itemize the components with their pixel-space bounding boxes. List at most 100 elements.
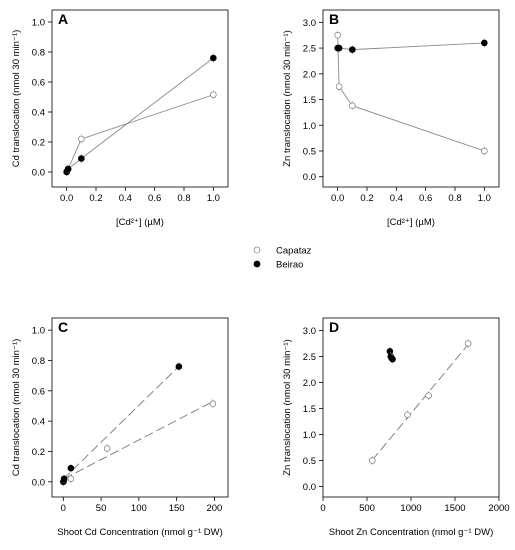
y-tick-label: 0.2 <box>32 138 45 149</box>
panel-label: B <box>329 11 339 27</box>
trend-line <box>63 365 180 480</box>
x-axis-label: [Cd²⁺] (µM) <box>116 217 164 228</box>
y-tick-label: 1.0 <box>303 430 316 441</box>
y-tick-label: 0.4 <box>32 108 45 119</box>
x-axis-label: [Cd²⁺] (µM) <box>387 217 435 228</box>
x-tick-label: 0.2 <box>360 193 373 204</box>
data-point <box>404 411 411 419</box>
data-point <box>60 475 68 483</box>
y-tick-label: 0.0 <box>32 168 45 179</box>
y-tick-label: 1.0 <box>303 121 316 132</box>
y-tick-label: 1.0 <box>32 326 45 337</box>
data-point <box>103 445 111 452</box>
data-point <box>210 54 217 62</box>
legend-label: Capataz <box>276 246 312 257</box>
panel-label: C <box>58 319 68 335</box>
legend-marker <box>253 260 261 268</box>
data-point <box>209 400 217 408</box>
y-tick-label: 0.5 <box>303 146 316 157</box>
y-tick-label: 0.5 <box>303 456 316 467</box>
y-tick-label: 0.0 <box>303 482 316 493</box>
trend-line <box>63 401 214 480</box>
data-point <box>464 340 472 347</box>
series-line <box>66 57 214 173</box>
x-tick-label: 1.0 <box>478 193 491 204</box>
x-tick-label: 500 <box>359 503 375 514</box>
y-axis-label: Zn translocation (nmol 30 min⁻¹) <box>282 339 293 475</box>
y-tick-label: 2.0 <box>303 378 316 389</box>
y-tick-label: 0.6 <box>32 78 45 89</box>
data-point <box>78 155 85 162</box>
x-tick-label: 1500 <box>444 503 465 514</box>
x-tick-label: 100 <box>131 503 147 514</box>
series-line <box>337 35 485 152</box>
x-tick-label: 0.0 <box>331 193 344 204</box>
x-tick-label: 1000 <box>400 503 421 514</box>
y-tick-label: 2.5 <box>303 352 316 363</box>
y-tick-label: 1.5 <box>303 95 316 106</box>
legend: Capataz Beirao <box>253 246 312 271</box>
y-tick-label: 0.0 <box>303 172 316 183</box>
x-tick-label: 0.0 <box>60 193 73 204</box>
x-axis-label: Shoot Cd Concentration (nmol g⁻¹ DW) <box>57 527 223 538</box>
panel-B: 0.0 0.2 0.4 0.6 0.8 1.0 0.0 0.5 1.0 1.5 2.0 2.5 3.0 [… <box>282 9 500 228</box>
series-line <box>66 94 214 172</box>
data-point <box>335 83 343 90</box>
plot-frame <box>51 9 229 188</box>
panel-A: 0.0 0.2 0.4 0.6 0.8 1.0 0.0 0.2 0.4 0.6 0.8 1.0 [Cd²… <box>11 9 229 228</box>
x-tick-label: 0.4 <box>390 193 403 204</box>
y-tick-label: 1.0 <box>32 18 45 29</box>
data-point <box>349 46 356 53</box>
x-tick-label: 0 <box>61 503 66 514</box>
y-tick-label: 3.0 <box>303 18 316 29</box>
data-point <box>175 363 183 370</box>
data-point <box>334 31 341 39</box>
data-point <box>425 392 432 399</box>
y-tick-label: 0.8 <box>32 48 45 59</box>
x-tick-label: 150 <box>169 503 185 514</box>
plot-frame <box>322 9 500 188</box>
y-tick-label: 0.4 <box>32 417 45 428</box>
data-point <box>368 457 376 464</box>
x-tick-label: 50 <box>96 503 107 514</box>
plot-frame <box>322 317 500 498</box>
x-tick-label: 200 <box>206 503 222 514</box>
y-tick-label: 2.0 <box>303 69 316 80</box>
panel-D: 0 500 1000 1500 2000 0.0 0.5 1.0 1.5 2.0 2.5 3.0 Sho… <box>282 317 510 538</box>
data-point <box>389 355 396 363</box>
data-point <box>78 135 85 143</box>
y-tick-label: 2.5 <box>303 44 316 55</box>
x-tick-label: 0.6 <box>148 193 161 204</box>
x-tick-label: 0.8 <box>448 193 461 204</box>
data-point <box>349 102 356 110</box>
panel-C: 0 50 100 150 200 0.0 0.2 0.4 0.6 0.8 1.0 Shoot Cd C… <box>11 317 229 538</box>
y-tick-label: 0.6 <box>32 386 45 397</box>
y-axis-label: Cd translocation (nmol 30 min⁻¹) <box>11 30 22 168</box>
series-line <box>337 42 485 51</box>
y-tick-label: 3.0 <box>303 326 316 337</box>
x-tick-label: 2000 <box>488 503 509 514</box>
plot-frame <box>51 317 229 498</box>
data-point <box>67 475 75 483</box>
legend-label: Beirao <box>276 260 303 271</box>
x-tick-label: 0.2 <box>89 193 102 204</box>
panel-label: A <box>58 11 68 27</box>
y-tick-label: 1.5 <box>303 404 316 415</box>
y-tick-label: 0.0 <box>32 477 45 488</box>
data-point <box>64 165 72 173</box>
data-point <box>481 39 488 47</box>
x-tick-label: 0.4 <box>119 193 132 204</box>
y-axis-label: Cd translocation (nmol 30 min⁻¹) <box>11 339 22 477</box>
data-point <box>335 44 343 52</box>
panel-label: D <box>329 319 339 335</box>
trend-line <box>371 344 469 461</box>
x-tick-label: 0 <box>320 503 325 514</box>
data-point <box>481 147 488 155</box>
y-tick-label: 0.8 <box>32 356 45 367</box>
data-point <box>210 91 217 99</box>
x-tick-label: 1.0 <box>207 193 220 204</box>
data-point <box>67 464 75 472</box>
y-axis-label: Zn translocation (nmol 30 min⁻¹) <box>282 30 293 166</box>
x-tick-label: 0.8 <box>177 193 190 204</box>
